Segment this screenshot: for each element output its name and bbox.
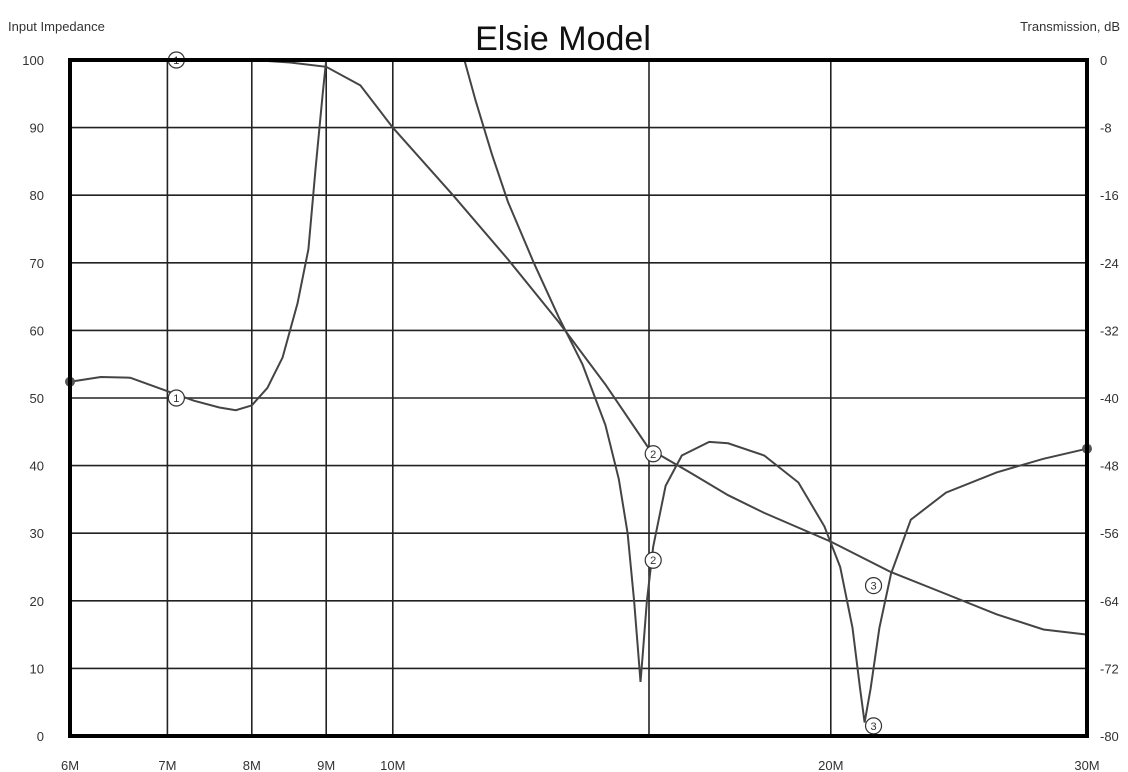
- y-right-tick-label: -48: [1100, 459, 1119, 474]
- grid-layer: [70, 60, 1087, 736]
- series-line-3: [167, 59, 1088, 636]
- plot-frame: [68, 58, 1089, 738]
- y-right-tick-label: 0: [1100, 53, 1107, 68]
- y-right-tick-label: -72: [1100, 661, 1119, 676]
- y-left-tick-label: 30: [30, 526, 44, 541]
- curve-marker-3: 3: [864, 717, 883, 735]
- y-left-tick-label: 0: [37, 729, 44, 744]
- right-axis-title: Transmission, dB: [1020, 19, 1120, 34]
- chart-title: Elsie Model: [475, 20, 651, 58]
- y-right-tick-label: -8: [1100, 121, 1112, 136]
- curve-marker-1: 1: [167, 389, 185, 407]
- y-left-tick-label: 40: [30, 459, 44, 474]
- series-line-1: [69, 59, 328, 412]
- x-tick-label: 30M: [1074, 758, 1099, 772]
- x-tick-label: 9M: [317, 758, 335, 772]
- y-left-tick-label: 10: [30, 661, 44, 676]
- x-tick-label: 6M: [61, 758, 79, 772]
- marker-label: 2: [650, 555, 656, 567]
- curve-layer: [69, 59, 1088, 723]
- marker-label: 2: [650, 449, 656, 461]
- series-line-2: [463, 59, 1088, 723]
- left-axis-title: Input Impedance: [8, 19, 105, 34]
- y-right-tick-label: -80: [1100, 729, 1119, 744]
- y-left-tick-label: 60: [30, 323, 44, 338]
- marker-label: 3: [870, 581, 876, 593]
- y-left-tick-label: 100: [22, 53, 44, 68]
- curve-marker-3: 3: [864, 576, 883, 595]
- y-right-tick-label: -16: [1100, 188, 1119, 203]
- y-right-tick-label: -40: [1100, 391, 1119, 406]
- x-tick-label: 20M: [818, 758, 843, 772]
- x-tick-label: 7M: [158, 758, 176, 772]
- y-right-tick-label: -56: [1100, 526, 1119, 541]
- y-left-tick-label: 20: [30, 594, 44, 609]
- y-left-tick-label: 50: [30, 391, 44, 406]
- x-tick-label: 10M: [380, 758, 405, 772]
- y-left-tick-label: 90: [30, 121, 44, 136]
- marker-label: 3: [870, 721, 876, 733]
- y-right-tick-label: -32: [1100, 323, 1119, 338]
- y-right-tick-label: -64: [1100, 594, 1119, 609]
- y-left-tick-label: 80: [30, 188, 44, 203]
- y-right-tick-label: -24: [1100, 256, 1119, 271]
- x-tick-label: 8M: [243, 758, 261, 772]
- curve-marker-2: 2: [644, 445, 662, 463]
- marker-label: 1: [173, 393, 179, 405]
- curve-marker-2: 2: [644, 551, 662, 569]
- y-left-tick-label: 70: [30, 256, 44, 271]
